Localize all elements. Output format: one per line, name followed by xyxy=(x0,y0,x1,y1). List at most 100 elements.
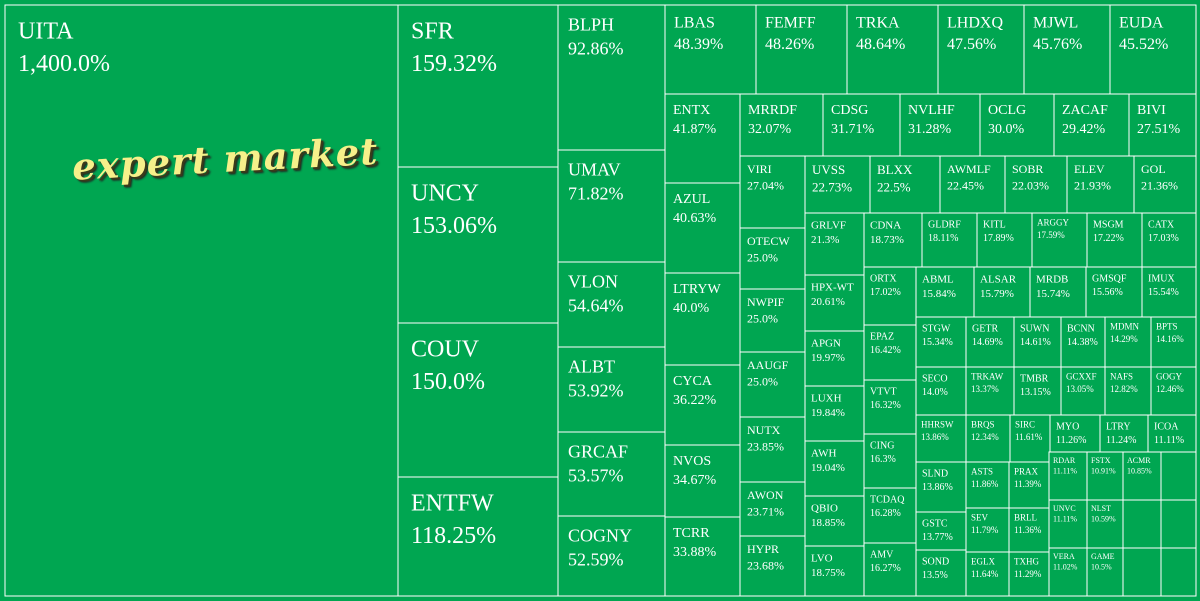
treemap-tile: GLDRF 18.11% xyxy=(921,212,978,268)
treemap-tile: GRCAF 53.57% xyxy=(557,431,666,517)
tile-ticker-label: BLPH xyxy=(568,14,614,34)
tile-ticker-label: SEV xyxy=(971,513,989,523)
treemap-tile: TCRR 33.88% xyxy=(664,516,741,597)
treemap-tile: GCXXF 13.05% xyxy=(1060,366,1106,416)
treemap-tile: LTRY 11.24% xyxy=(1099,414,1149,453)
tile-rect xyxy=(804,330,865,387)
tile-value-label: 40.0% xyxy=(673,301,710,316)
tile-value-label: 10.5% xyxy=(1091,563,1112,572)
tile-rect xyxy=(1109,4,1197,95)
treemap-tile: ACMR 10.85% xyxy=(1122,451,1162,501)
treemap-tile: LVO 18.75% xyxy=(804,545,865,597)
treemap-tile: AMV 16.27% xyxy=(863,542,917,597)
tile-rect xyxy=(863,266,917,326)
tile-rect xyxy=(664,182,741,274)
tile-value-label: 17.03% xyxy=(1148,233,1179,244)
tile-value-label: 14.16% xyxy=(1156,334,1184,344)
tile-rect xyxy=(1013,316,1062,368)
treemap-tile: NVLHF 31.28% xyxy=(899,93,981,157)
treemap-tile: SOBR 22.03% xyxy=(1004,155,1068,214)
tile-ticker-label: FSTX xyxy=(1091,456,1111,465)
tile-rect xyxy=(1048,451,1088,501)
treemap-tile: KITL 17.89% xyxy=(976,212,1033,268)
tile-value-label: 150.0% xyxy=(411,369,485,395)
tile-value-label: 27.04% xyxy=(747,178,784,192)
tile-ticker-label: GMSQF xyxy=(1092,274,1127,285)
tile-value-label: 54.64% xyxy=(568,296,624,316)
treemap-tile: GOL 21.36% xyxy=(1133,155,1197,214)
tile-rect xyxy=(557,261,666,348)
tile-ticker-label: BRLL xyxy=(1014,513,1037,523)
tile-ticker-label: STGW xyxy=(922,324,951,335)
treemap-tile xyxy=(1122,499,1162,549)
tile-value-label: 19.97% xyxy=(811,352,845,364)
treemap-tile: GAME 10.5% xyxy=(1086,547,1124,597)
treemap-tile: OTECW 25.0% xyxy=(739,227,806,290)
tile-ticker-label: LTRY xyxy=(1106,422,1131,433)
tile-rect xyxy=(863,542,917,597)
tile-rect xyxy=(664,93,741,184)
tile-rect xyxy=(976,212,1033,268)
treemap-tile: BRLL 11.36% xyxy=(1008,507,1050,553)
tile-value-label: 13.5% xyxy=(922,570,948,581)
tile-value-label: 34.67% xyxy=(673,473,717,488)
tile-ticker-label: SFR xyxy=(411,18,454,44)
tile-value-label: 20.61% xyxy=(811,296,845,308)
tile-ticker-label: MDMN xyxy=(1110,322,1140,332)
tile-rect xyxy=(863,324,917,381)
tile-value-label: 17.22% xyxy=(1093,233,1124,244)
treemap-tile: BCNN 14.38% xyxy=(1060,316,1106,368)
tile-ticker-label: ACMR xyxy=(1127,456,1151,465)
tile-ticker-label: CDSG xyxy=(831,103,868,118)
tile-value-label: 13.05% xyxy=(1066,384,1094,394)
tile-value-label: 19.04% xyxy=(811,462,845,474)
tile-rect xyxy=(739,227,806,290)
tile-value-label: 33.88% xyxy=(673,545,717,560)
tile-ticker-label: BCNN xyxy=(1067,324,1095,335)
tile-rect xyxy=(1029,266,1087,318)
tile-value-label: 14.69% xyxy=(972,337,1003,348)
tile-rect xyxy=(915,511,967,551)
tile-ticker-label: TRKA xyxy=(856,15,900,32)
tile-ticker-label: COUV xyxy=(411,336,480,362)
tile-ticker-label: KITL xyxy=(983,220,1006,231)
tile-ticker-label: ASTS xyxy=(971,467,993,477)
tile-ticker-label: ARGGY xyxy=(1037,218,1070,228)
treemap-tile: APGN 19.97% xyxy=(804,330,865,387)
tile-value-label: 25.0% xyxy=(747,250,778,264)
tile-rect xyxy=(664,444,741,518)
tile-ticker-label: AWH xyxy=(811,447,836,459)
tile-value-label: 153.06% xyxy=(411,213,497,239)
tile-rect xyxy=(804,495,865,547)
tile-rect xyxy=(1049,414,1101,453)
tile-rect xyxy=(1008,507,1050,553)
tile-rect xyxy=(1023,4,1111,95)
tile-rect xyxy=(1031,212,1088,268)
tile-ticker-label: NLST xyxy=(1091,504,1111,513)
tile-value-label: 32.07% xyxy=(748,122,792,137)
tile-rect xyxy=(557,431,666,517)
treemap-tile: UVSS 22.73% xyxy=(804,155,871,214)
tile-rect xyxy=(979,93,1055,157)
treemap-tile: BLXX 22.5% xyxy=(869,155,941,214)
treemap-tile xyxy=(1160,499,1197,549)
treemap-tile: GRLVF 21.3% xyxy=(804,212,865,276)
tile-value-label: 11.29% xyxy=(1014,569,1042,579)
tile-rect xyxy=(739,288,806,353)
tile-ticker-label: BPTS xyxy=(1156,322,1178,332)
treemap-tile: CDNA 18.73% xyxy=(863,212,923,268)
tile-value-label: 16.32% xyxy=(870,400,901,411)
treemap-tile: MRDB 15.74% xyxy=(1029,266,1087,318)
tile-value-label: 118.25% xyxy=(411,523,496,549)
treemap-tile: LHDXQ 47.56% xyxy=(937,4,1025,95)
tile-rect xyxy=(973,266,1031,318)
tile-value-label: 48.26% xyxy=(765,36,814,53)
tile-ticker-label: MYO xyxy=(1056,422,1079,433)
tile-ticker-label: SUWN xyxy=(1020,324,1049,335)
treemap-tile: SLND 13.86% xyxy=(915,461,967,513)
tile-rect xyxy=(939,155,1006,214)
tile-ticker-label: MJWL xyxy=(1033,15,1078,32)
tile-rect xyxy=(965,366,1015,416)
treemap-tile: ALBT 53.92% xyxy=(557,346,666,433)
tile-value-label: 16.28% xyxy=(870,508,901,519)
